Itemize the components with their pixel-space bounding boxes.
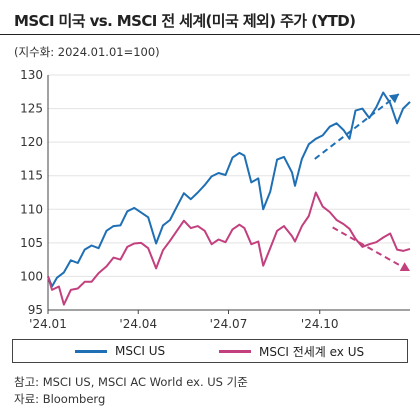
reference-note: 참고: MSCI US, MSCI AC World ex. US 기준 xyxy=(14,375,248,389)
y-tick-label: 125 xyxy=(20,102,43,116)
trend-arrow-head-msci-us xyxy=(388,93,400,104)
footnotes: 참고: MSCI US, MSCI AC World ex. US 기준 자료:… xyxy=(14,374,248,408)
y-tick-label: 130 xyxy=(20,68,43,82)
trend-arrow-line-msci-ex-us xyxy=(332,226,411,272)
index-unit-note: (지수화: 2024.01.01=100) xyxy=(14,45,160,59)
source-note: 자료: Bloomberg xyxy=(14,392,106,406)
line-chart: 95 100 105 110 115 120 125 130 '24.01 '24.04 '24.0… xyxy=(20,68,411,331)
trend-arrow-head-msci-ex-us xyxy=(399,262,410,272)
y-tick-label: 110 xyxy=(20,202,43,216)
x-tick-label: '24.04 xyxy=(119,317,157,331)
series-line-msci-ex-us xyxy=(47,191,411,306)
y-tick-label: 100 xyxy=(20,269,43,283)
series-lines xyxy=(47,91,411,306)
x-tick-label: '24.10 xyxy=(301,317,339,331)
trend-arrows xyxy=(314,93,411,272)
legend-label-msci-ex-us: MSCI 전세계 ex US xyxy=(259,344,365,359)
series-line-msci-us xyxy=(47,91,411,288)
legend-item-msci-ex-us: MSCI 전세계 ex US xyxy=(219,340,364,362)
legend-item-msci-us: MSCI US xyxy=(75,340,165,362)
legend-swatch-msci-ex-us xyxy=(219,349,251,353)
y-tick-label: 120 xyxy=(20,135,43,149)
gridlines xyxy=(48,74,410,277)
x-tick-label: '24.01 xyxy=(29,317,67,331)
title-divider xyxy=(0,34,420,35)
x-tick-label: '24.07 xyxy=(210,317,248,331)
trend-arrow-line-msci-us xyxy=(314,93,400,160)
chart-legend: MSCI US MSCI 전세계 ex US xyxy=(12,339,408,363)
y-tick-label: 115 xyxy=(20,169,43,183)
y-tick-label: 95 xyxy=(28,303,43,317)
y-tick-label: 105 xyxy=(20,236,43,250)
legend-swatch-msci-us xyxy=(75,349,107,353)
legend-label-msci-us: MSCI US xyxy=(115,344,166,358)
chart-title: MSCI 미국 vs. MSCI 전 세계(미국 제외) 주가 (YTD) xyxy=(14,12,356,30)
axes: 95 100 105 110 115 120 125 130 '24.01 '24.04 '24.0… xyxy=(20,68,410,331)
